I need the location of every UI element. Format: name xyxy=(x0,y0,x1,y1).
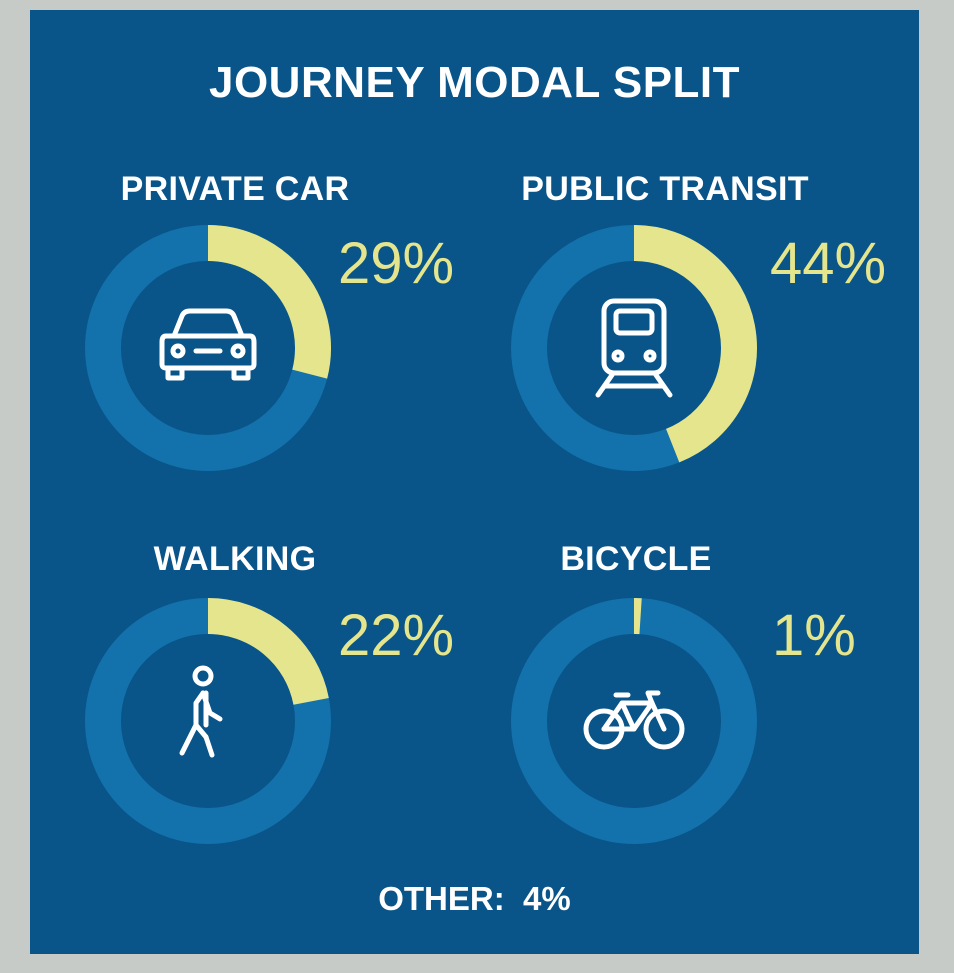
bicycle-icon xyxy=(583,690,685,750)
donut-segment xyxy=(207,598,329,706)
label-private-car: PRIVATE CAR xyxy=(120,170,350,208)
donut-segment xyxy=(207,225,331,379)
other-share-label: OTHER: 4% xyxy=(378,880,571,917)
walking-person-icon xyxy=(179,665,223,758)
label-public-transit: PUBLIC TRANSIT xyxy=(521,170,809,208)
label-bicycle: BICYCLE xyxy=(560,540,712,578)
chart-title: JOURNEY MODAL SPLIT xyxy=(208,58,741,107)
value-public-transit: 44% xyxy=(770,231,887,296)
car-icon xyxy=(159,308,257,381)
train-icon xyxy=(595,298,673,398)
value-bicycle: 1% xyxy=(772,603,856,668)
value-private-car: 29% xyxy=(338,231,455,296)
donut-track xyxy=(511,598,757,844)
donut-bicycle xyxy=(511,598,757,844)
label-walking: WALKING xyxy=(153,540,317,578)
donut-public-transit xyxy=(511,225,757,471)
infographic-panel: JOURNEY MODAL SPLIT PRIVATE CAR 29% PUBL… xyxy=(30,10,919,954)
donut-private-car xyxy=(85,225,331,471)
value-walking: 22% xyxy=(338,603,455,668)
donut-walking xyxy=(85,598,331,844)
donut-segment xyxy=(633,225,757,463)
donut-track xyxy=(85,598,331,844)
